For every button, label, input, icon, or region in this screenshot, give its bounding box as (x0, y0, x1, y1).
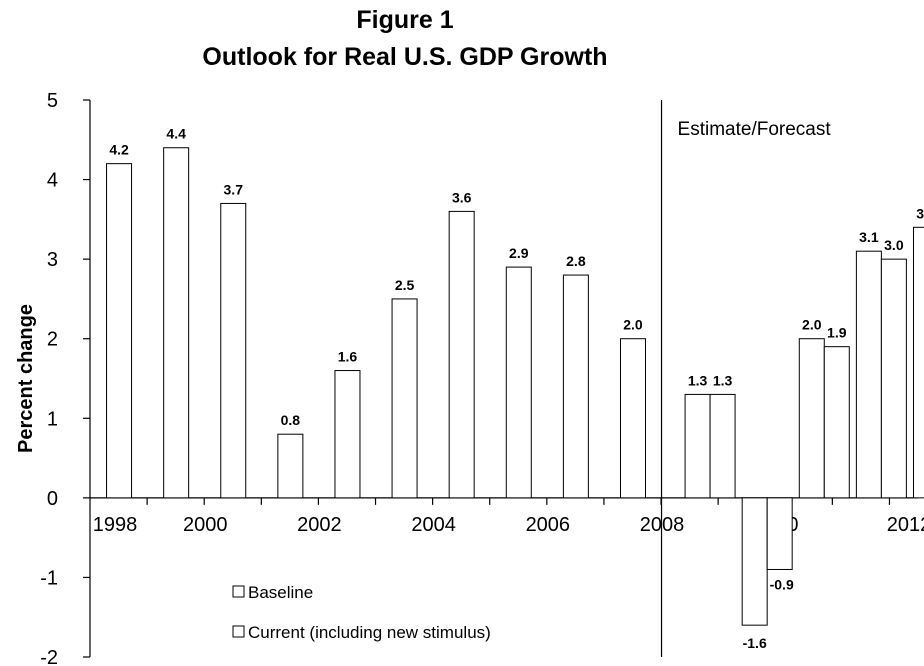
chart-title: Figure 1 (356, 6, 454, 34)
bar-historical (619, 338, 646, 499)
bar-baseline (684, 393, 711, 499)
data-label-current: 1.3 (713, 372, 733, 388)
y-axis-label: Percent change (15, 304, 37, 453)
bar-current (880, 258, 907, 499)
x-tick-label: 2006 (526, 514, 571, 536)
data-label: 4.4 (166, 126, 186, 142)
bar-historical (334, 370, 361, 499)
x-tick-label: 2002 (297, 514, 342, 536)
bar-historical (391, 298, 418, 499)
bar-baseline (741, 497, 768, 626)
bar-baseline (912, 226, 924, 499)
data-label-baseline: 3.4 (916, 205, 924, 221)
y-tick-label: 3 (47, 249, 58, 271)
data-label: 2.0 (623, 317, 643, 333)
bar-baseline (798, 338, 825, 499)
y-tick-label: 2 (47, 329, 58, 351)
bar-historical (277, 433, 304, 499)
x-tick-label: 2000 (183, 514, 228, 536)
legend-swatch (232, 625, 245, 638)
bar-current (709, 393, 736, 499)
bar-current (823, 346, 850, 499)
bar-historical (163, 147, 190, 499)
bar-historical (505, 266, 532, 499)
data-label: 2.9 (509, 245, 529, 261)
forecast-annotation: Estimate/Forecast (678, 119, 832, 140)
bar-current (766, 497, 793, 570)
legend-label: Baseline (248, 583, 313, 602)
bar-historical (106, 163, 133, 499)
data-label-baseline: 2.0 (802, 317, 822, 333)
data-label: 1.6 (338, 349, 358, 365)
legend-swatch (232, 585, 245, 598)
legend-label: Current (including new stimulus) (248, 623, 491, 642)
y-tick-label: 4 (47, 170, 58, 192)
data-label-baseline: 1.3 (688, 372, 708, 388)
x-tick-label: 2012 (887, 514, 924, 536)
data-label-current: 1.9 (827, 325, 847, 341)
y-tick-label: -2 (40, 647, 58, 666)
data-label-current: -0.9 (770, 576, 794, 592)
y-tick-label: 1 (47, 408, 58, 430)
x-tick-label: 1998 (93, 514, 138, 536)
y-tick-label: -1 (40, 567, 58, 589)
data-label-baseline: -1.6 (743, 635, 767, 651)
data-label: 2.8 (566, 253, 586, 269)
bar-baseline (855, 250, 882, 499)
bar-historical (448, 210, 475, 499)
data-label-baseline: 3.1 (859, 229, 879, 245)
y-tick-label: 5 (47, 90, 58, 112)
data-label: 4.2 (109, 142, 129, 158)
chart-subtitle: Outlook for Real U.S. GDP Growth (202, 43, 608, 71)
y-tick-label: 0 (47, 488, 58, 510)
data-label: 2.5 (395, 277, 415, 293)
data-label: 3.7 (224, 181, 244, 197)
data-label: 3.6 (452, 189, 472, 205)
data-label: 0.8 (281, 412, 301, 428)
bar-historical (220, 202, 247, 499)
bar-historical (562, 274, 589, 499)
data-label-current: 3.0 (884, 237, 904, 253)
x-tick-label: 2004 (411, 514, 456, 536)
